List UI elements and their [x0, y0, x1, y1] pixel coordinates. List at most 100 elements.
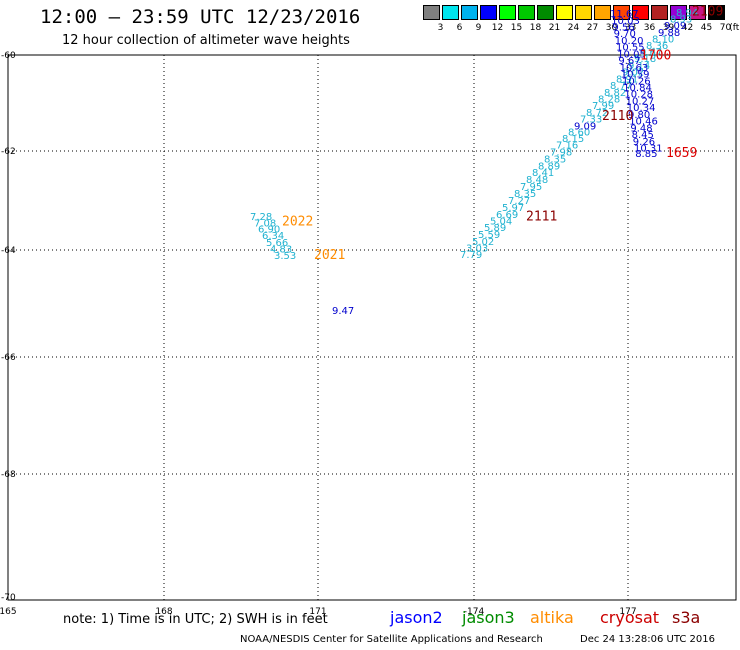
swh-value-label: 8.60 — [568, 128, 590, 139]
swh-value-label: 5.04 — [490, 216, 512, 227]
swh-value-label: 7.08 — [254, 219, 276, 230]
scale-swatch — [537, 5, 554, 20]
swh-value-label: 10.63 — [620, 63, 649, 74]
chart-title: 12:00 – 23:59 UTC 12/23/2016 — [40, 6, 361, 28]
swh-value-label: 8.35 — [514, 189, 536, 200]
legend-cryosat: cryosat — [600, 608, 660, 627]
time-label: 1700 — [640, 48, 671, 63]
legend-altika: altika — [530, 608, 574, 627]
scale-swatch — [518, 5, 535, 20]
scale-swatch — [499, 5, 516, 20]
swh-value-label: 4.83 — [270, 245, 292, 256]
swh-value-label: 10.05 — [617, 49, 646, 60]
swh-value-label: 10.26 — [622, 76, 651, 87]
scale-swatch — [594, 5, 611, 20]
swh-value-label: 6.34 — [262, 231, 284, 242]
swh-value-label: 8.72 — [586, 108, 608, 119]
swh-value-label: 11.67 — [610, 9, 639, 20]
time-label: 2109 — [692, 5, 723, 20]
y-tick-label: -66 — [1, 353, 16, 363]
scale-label: 70 — [719, 23, 732, 33]
time-label: 2110 — [602, 109, 633, 124]
scale-label: 30 — [605, 23, 618, 33]
swh-value-label: 7.99 — [592, 101, 614, 112]
scale-swatch — [575, 5, 592, 20]
swh-value-label: 9.56 — [612, 23, 634, 34]
scale-label: 24 — [567, 23, 580, 33]
x-tick-label: 177 — [619, 607, 636, 617]
plot-frame — [7, 54, 737, 601]
swh-value-label: 7.79 — [460, 250, 482, 261]
scale-swatch — [423, 5, 440, 20]
swh-value-label: 8.35 — [544, 154, 566, 165]
y-tick-label: -62 — [1, 147, 16, 157]
swh-value-label: 10.55 — [616, 43, 645, 54]
scale-swatch — [461, 5, 478, 20]
scale-label: 18 — [529, 23, 542, 33]
time-label: 2111 — [526, 209, 557, 224]
scale-unit: (ft) — [729, 23, 740, 33]
swh-value-label: 7.33 — [580, 115, 602, 126]
swh-value-label: 7.98 — [550, 147, 572, 158]
swh-value-label: 6.69 — [496, 210, 518, 221]
swh-value-label: 9.88 — [658, 28, 680, 39]
time-label: 1659 — [666, 146, 697, 161]
swh-value-label: 9.18 — [634, 54, 656, 65]
scale-swatch — [556, 5, 573, 20]
chart-subtitle: 12 hour collection of altimeter wave hei… — [62, 33, 350, 48]
x-tick-label: 165 — [0, 607, 17, 617]
time-label: 2022 — [282, 214, 313, 229]
swh-value-label: 9.09 — [574, 121, 596, 132]
y-tick-label: -70 — [1, 593, 16, 603]
swh-value-label: 5.97 — [502, 203, 524, 214]
legend-jason2: jason2 — [390, 608, 443, 627]
swh-value-label: 9.26 — [633, 137, 655, 148]
scale-label: 12 — [491, 23, 504, 33]
scale-label: 3 — [437, 23, 444, 33]
scale-label: 42 — [681, 23, 694, 33]
swh-value-label: 8.41 — [532, 168, 554, 179]
swh-value-label: 10.27 — [626, 96, 655, 107]
scale-swatch — [689, 5, 706, 20]
swh-value-label: 7.95 — [520, 182, 542, 193]
scale-label: 15 — [510, 23, 523, 33]
swh-value-label: 3.03 — [466, 244, 488, 255]
swh-value-label: 10.59 — [621, 70, 650, 81]
scale-label: 9 — [475, 23, 482, 33]
swh-value-label: 9.14 — [628, 61, 650, 72]
scale-swatch — [632, 5, 649, 20]
swh-value-label: 8.48 — [526, 175, 548, 186]
scale-label: 27 — [586, 23, 599, 33]
swh-value-label: 8.45 — [632, 130, 654, 141]
credit-text: NOAA/NESDIS Center for Satellite Applica… — [240, 634, 543, 645]
swh-value-label: 10.03 — [611, 16, 640, 27]
swh-value-label: 5.59 — [478, 230, 500, 241]
y-tick-label: -68 — [1, 470, 16, 480]
scale-label: 45 — [700, 23, 713, 33]
scale-swatch — [442, 5, 459, 20]
swh-value-label: 8.89 — [538, 161, 560, 172]
swh-value-label: 9.67 — [618, 56, 640, 67]
legend-s3a: s3a — [672, 608, 701, 627]
scale-label: 36 — [643, 23, 656, 33]
x-tick-label: 168 — [155, 607, 172, 617]
swh-value-label: 3.53 — [274, 251, 296, 262]
swh-value-label: 10.84 — [623, 83, 652, 94]
scale-swatch — [613, 5, 630, 20]
swh-value-label: 6.90 — [258, 225, 280, 236]
swh-value-label: 10.46 — [629, 117, 658, 128]
swh-value-label: 8.91 — [616, 74, 638, 85]
swh-value-label: 8.10 — [652, 35, 674, 46]
swh-value-label: 9.02 — [622, 68, 644, 79]
swh-value-label: 5.66 — [266, 238, 288, 249]
swh-value-label: 9.80 — [628, 110, 650, 121]
scale-label: 39 — [662, 23, 675, 33]
swh-value-label: 7.27 — [508, 196, 530, 207]
swh-value-label: 9.48 — [630, 123, 652, 134]
swh-value-label: 10.28 — [624, 90, 653, 101]
x-tick-label: 171 — [309, 607, 326, 617]
swh-value-label: 9.47 — [332, 306, 354, 317]
generated-time: Dec 24 13:28:06 UTC 2016 — [580, 634, 715, 645]
scale-label: 33 — [624, 23, 637, 33]
